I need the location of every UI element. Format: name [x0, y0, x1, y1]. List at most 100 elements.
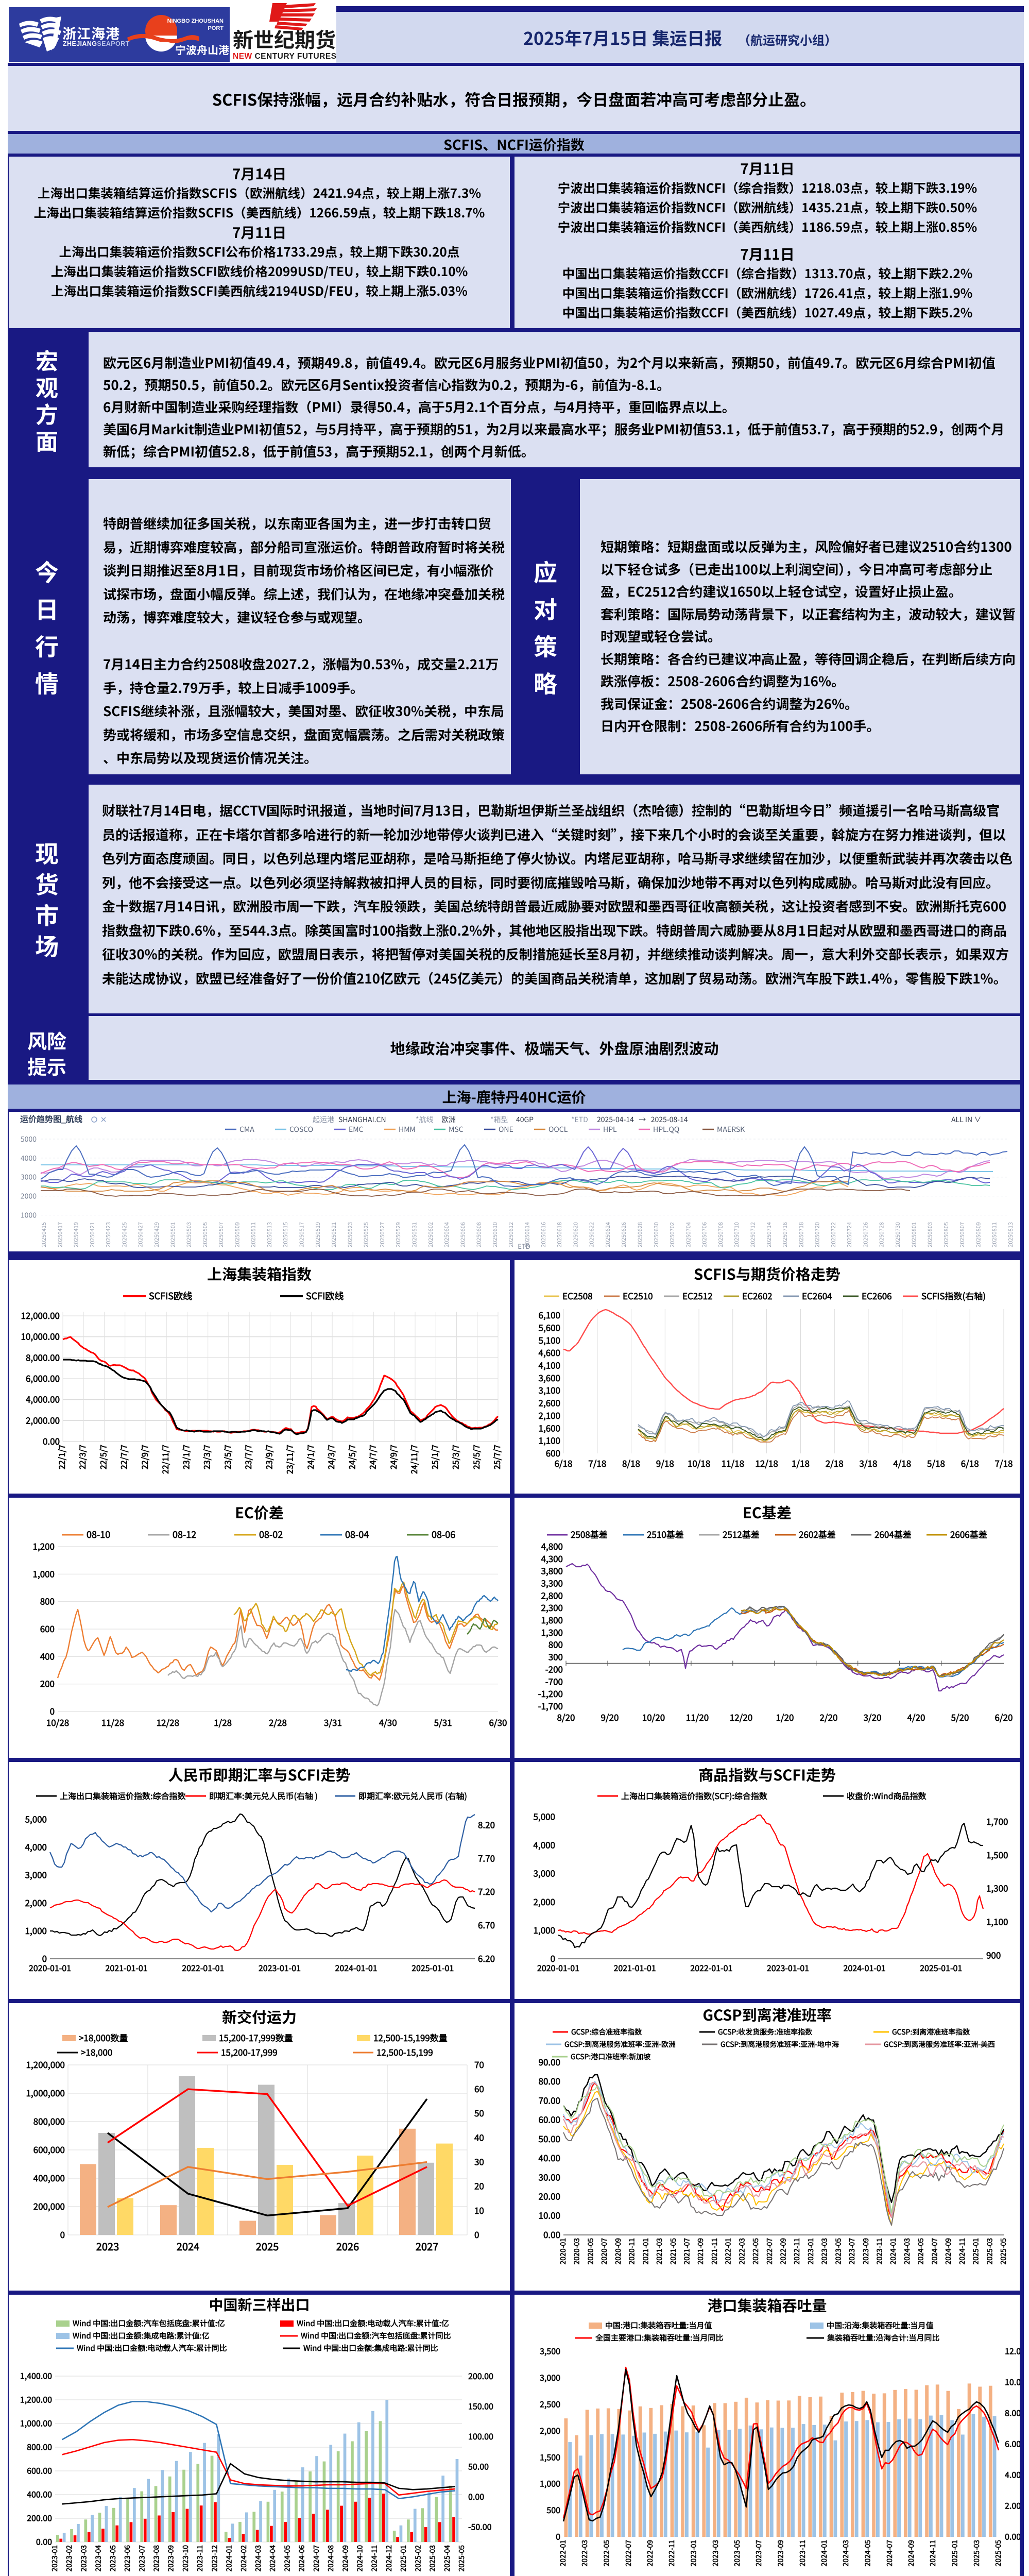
svg-text:20250813: 20250813 [1006, 1222, 1015, 1247]
svg-text:20250527: 20250527 [378, 1222, 386, 1247]
svg-text:2023-05: 2023-05 [833, 2238, 843, 2265]
svg-text:08-06: 08-06 [432, 1528, 455, 1541]
svg-text:08-12: 08-12 [173, 1528, 196, 1541]
svg-text:20250417: 20250417 [56, 1222, 64, 1247]
svg-text:2021-11: 2021-11 [709, 2238, 719, 2265]
svg-text:25/7/7: 25/7/7 [490, 1445, 503, 1469]
svg-text:2024-09: 2024-09 [906, 2540, 916, 2567]
svg-text:20250620: 20250620 [571, 1222, 579, 1247]
svg-text:3,000: 3,000 [25, 1868, 47, 1881]
svg-text:EMC: EMC [349, 1124, 364, 1134]
svg-text:2027: 2027 [416, 2239, 438, 2253]
svg-text:20250718: 20250718 [797, 1222, 805, 1247]
svg-text:20250429: 20250429 [152, 1222, 161, 1247]
svg-text:4,000: 4,000 [25, 1840, 47, 1853]
svg-text:7/18: 7/18 [588, 1456, 606, 1469]
svg-text:HPL.QQ: HPL.QQ [653, 1124, 679, 1134]
svg-text:SHANGHAI.CN: SHANGHAI.CN [338, 1114, 386, 1125]
svg-text:90.00: 90.00 [539, 2055, 560, 2068]
svg-text:20250730: 20250730 [894, 1222, 902, 1247]
svg-text:1,800: 1,800 [541, 1613, 563, 1626]
svg-text:2023-09: 2023-09 [861, 2238, 871, 2265]
svg-text:2024-04: 2024-04 [267, 2545, 278, 2572]
svg-text:6/18: 6/18 [961, 1456, 979, 1469]
svg-text:50.00: 50.00 [539, 2132, 560, 2145]
svg-text:6.70: 6.70 [478, 1918, 495, 1931]
svg-text:20250614: 20250614 [523, 1222, 531, 1247]
svg-text:600: 600 [40, 1622, 55, 1635]
svg-text:2021-09: 2021-09 [695, 2238, 706, 2265]
svg-text:200.00: 200.00 [468, 2369, 493, 2382]
svg-text:2023-08: 2023-08 [151, 2545, 162, 2572]
svg-text:2023-01: 2023-01 [689, 2540, 699, 2567]
svg-text:GCSP:到离港服务准班率:亚洲-欧洲: GCSP:到离港服务准班率:亚洲-欧洲 [564, 2039, 676, 2049]
svg-text:2025-01: 2025-01 [398, 2545, 408, 2572]
svg-text:8,000.00: 8,000.00 [26, 1350, 60, 1363]
svg-text:20250509: 20250509 [233, 1222, 241, 1247]
svg-text:2023-03: 2023-03 [78, 2545, 89, 2572]
svg-text:2,000: 2,000 [540, 2424, 560, 2436]
svg-text:5,100: 5,100 [539, 1333, 560, 1346]
svg-text:2,300: 2,300 [541, 1601, 563, 1614]
svg-text:2024-03: 2024-03 [253, 2545, 263, 2572]
svg-text:1,000: 1,000 [540, 2477, 560, 2489]
svg-text:OOCL: OOCL [548, 1124, 568, 1134]
svg-text:20250720: 20250720 [813, 1222, 821, 1247]
svg-text:24/3/7: 24/3/7 [324, 1445, 337, 1469]
svg-text:*ETD: *ETD [571, 1114, 588, 1125]
svg-text:1,300: 1,300 [541, 1625, 563, 1638]
svg-text:2024-06: 2024-06 [297, 2545, 307, 2572]
svg-text:2020-01: 2020-01 [558, 2238, 568, 2265]
svg-text:Wind 中国:出口金额:集成电路:累计值:亿: Wind 中国:出口金额:集成电路:累计值:亿 [73, 2330, 210, 2341]
svg-text:中国新三样出口: 中国新三样出口 [209, 2295, 310, 2315]
svg-text:2023-01: 2023-01 [49, 2545, 60, 2572]
svg-text:2604基差: 2604基差 [874, 1528, 912, 1540]
svg-text:22/9/7: 22/9/7 [138, 1445, 150, 1469]
svg-text:2023-01-01: 2023-01-01 [767, 1961, 809, 1974]
svg-text:2025-05: 2025-05 [456, 2545, 467, 2572]
svg-text:3/18: 3/18 [859, 1456, 877, 1469]
svg-text:2020-11: 2020-11 [627, 2238, 637, 2265]
svg-text:200.00: 200.00 [27, 2512, 52, 2524]
svg-text:3,000: 3,000 [540, 2371, 560, 2383]
svg-text:6.00: 6.00 [1005, 2437, 1020, 2450]
svg-text:中国:沿海:集装箱吞吐量:当月值: 中国:沿海:集装箱吞吐量:当月值 [827, 2320, 934, 2331]
svg-text:20250807: 20250807 [958, 1222, 966, 1247]
svg-text:1,500: 1,500 [986, 1848, 1008, 1861]
svg-text:22/1/7: 22/1/7 [55, 1445, 67, 1469]
svg-text:25/1/7: 25/1/7 [428, 1445, 440, 1469]
svg-text:0: 0 [42, 1952, 47, 1964]
svg-text:20250606: 20250606 [458, 1222, 467, 1247]
svg-text:20250624: 20250624 [604, 1222, 612, 1247]
svg-text:9/18: 9/18 [656, 1456, 674, 1469]
svg-text:20250427: 20250427 [136, 1222, 145, 1247]
svg-text:1,200: 1,200 [33, 1539, 55, 1552]
svg-text:08-10: 08-10 [87, 1528, 110, 1541]
svg-text:HPL: HPL [603, 1124, 617, 1134]
svg-text:2023-03: 2023-03 [819, 2238, 830, 2265]
svg-text:2022-03: 2022-03 [579, 2540, 590, 2567]
svg-text:3,800: 3,800 [541, 1564, 563, 1577]
svg-text:12.00: 12.00 [1005, 2345, 1020, 2357]
svg-text:2,800: 2,800 [541, 1588, 563, 1601]
svg-text:2/18: 2/18 [826, 1456, 844, 1469]
svg-text:20250505: 20250505 [201, 1222, 209, 1247]
svg-text:0.00: 0.00 [43, 1434, 60, 1447]
svg-text:20250622: 20250622 [588, 1222, 596, 1247]
svg-text:40: 40 [474, 2130, 484, 2143]
svg-text:20250519: 20250519 [314, 1222, 322, 1247]
svg-text:2024-01-01: 2024-01-01 [844, 1961, 886, 1974]
svg-text:24/7/7: 24/7/7 [366, 1445, 379, 1469]
svg-text:0.00: 0.00 [468, 2490, 484, 2502]
svg-text:2023-07: 2023-07 [753, 2540, 764, 2567]
svg-text:12,500-15,199数量: 12,500-15,199数量 [373, 2031, 448, 2044]
svg-text:MAERSK: MAERSK [717, 1124, 745, 1134]
svg-text:2020-09: 2020-09 [613, 2238, 623, 2265]
svg-text:20250423: 20250423 [104, 1222, 112, 1247]
svg-text:GCSP:综合准班率指数: GCSP:综合准班率指数 [571, 2027, 642, 2037]
svg-text:300: 300 [548, 1650, 563, 1663]
svg-text:2,000: 2,000 [534, 1895, 555, 1908]
svg-text:1,100: 1,100 [539, 1434, 560, 1447]
svg-text:2024-02: 2024-02 [238, 2545, 249, 2572]
svg-text:2023-12: 2023-12 [209, 2545, 219, 2572]
